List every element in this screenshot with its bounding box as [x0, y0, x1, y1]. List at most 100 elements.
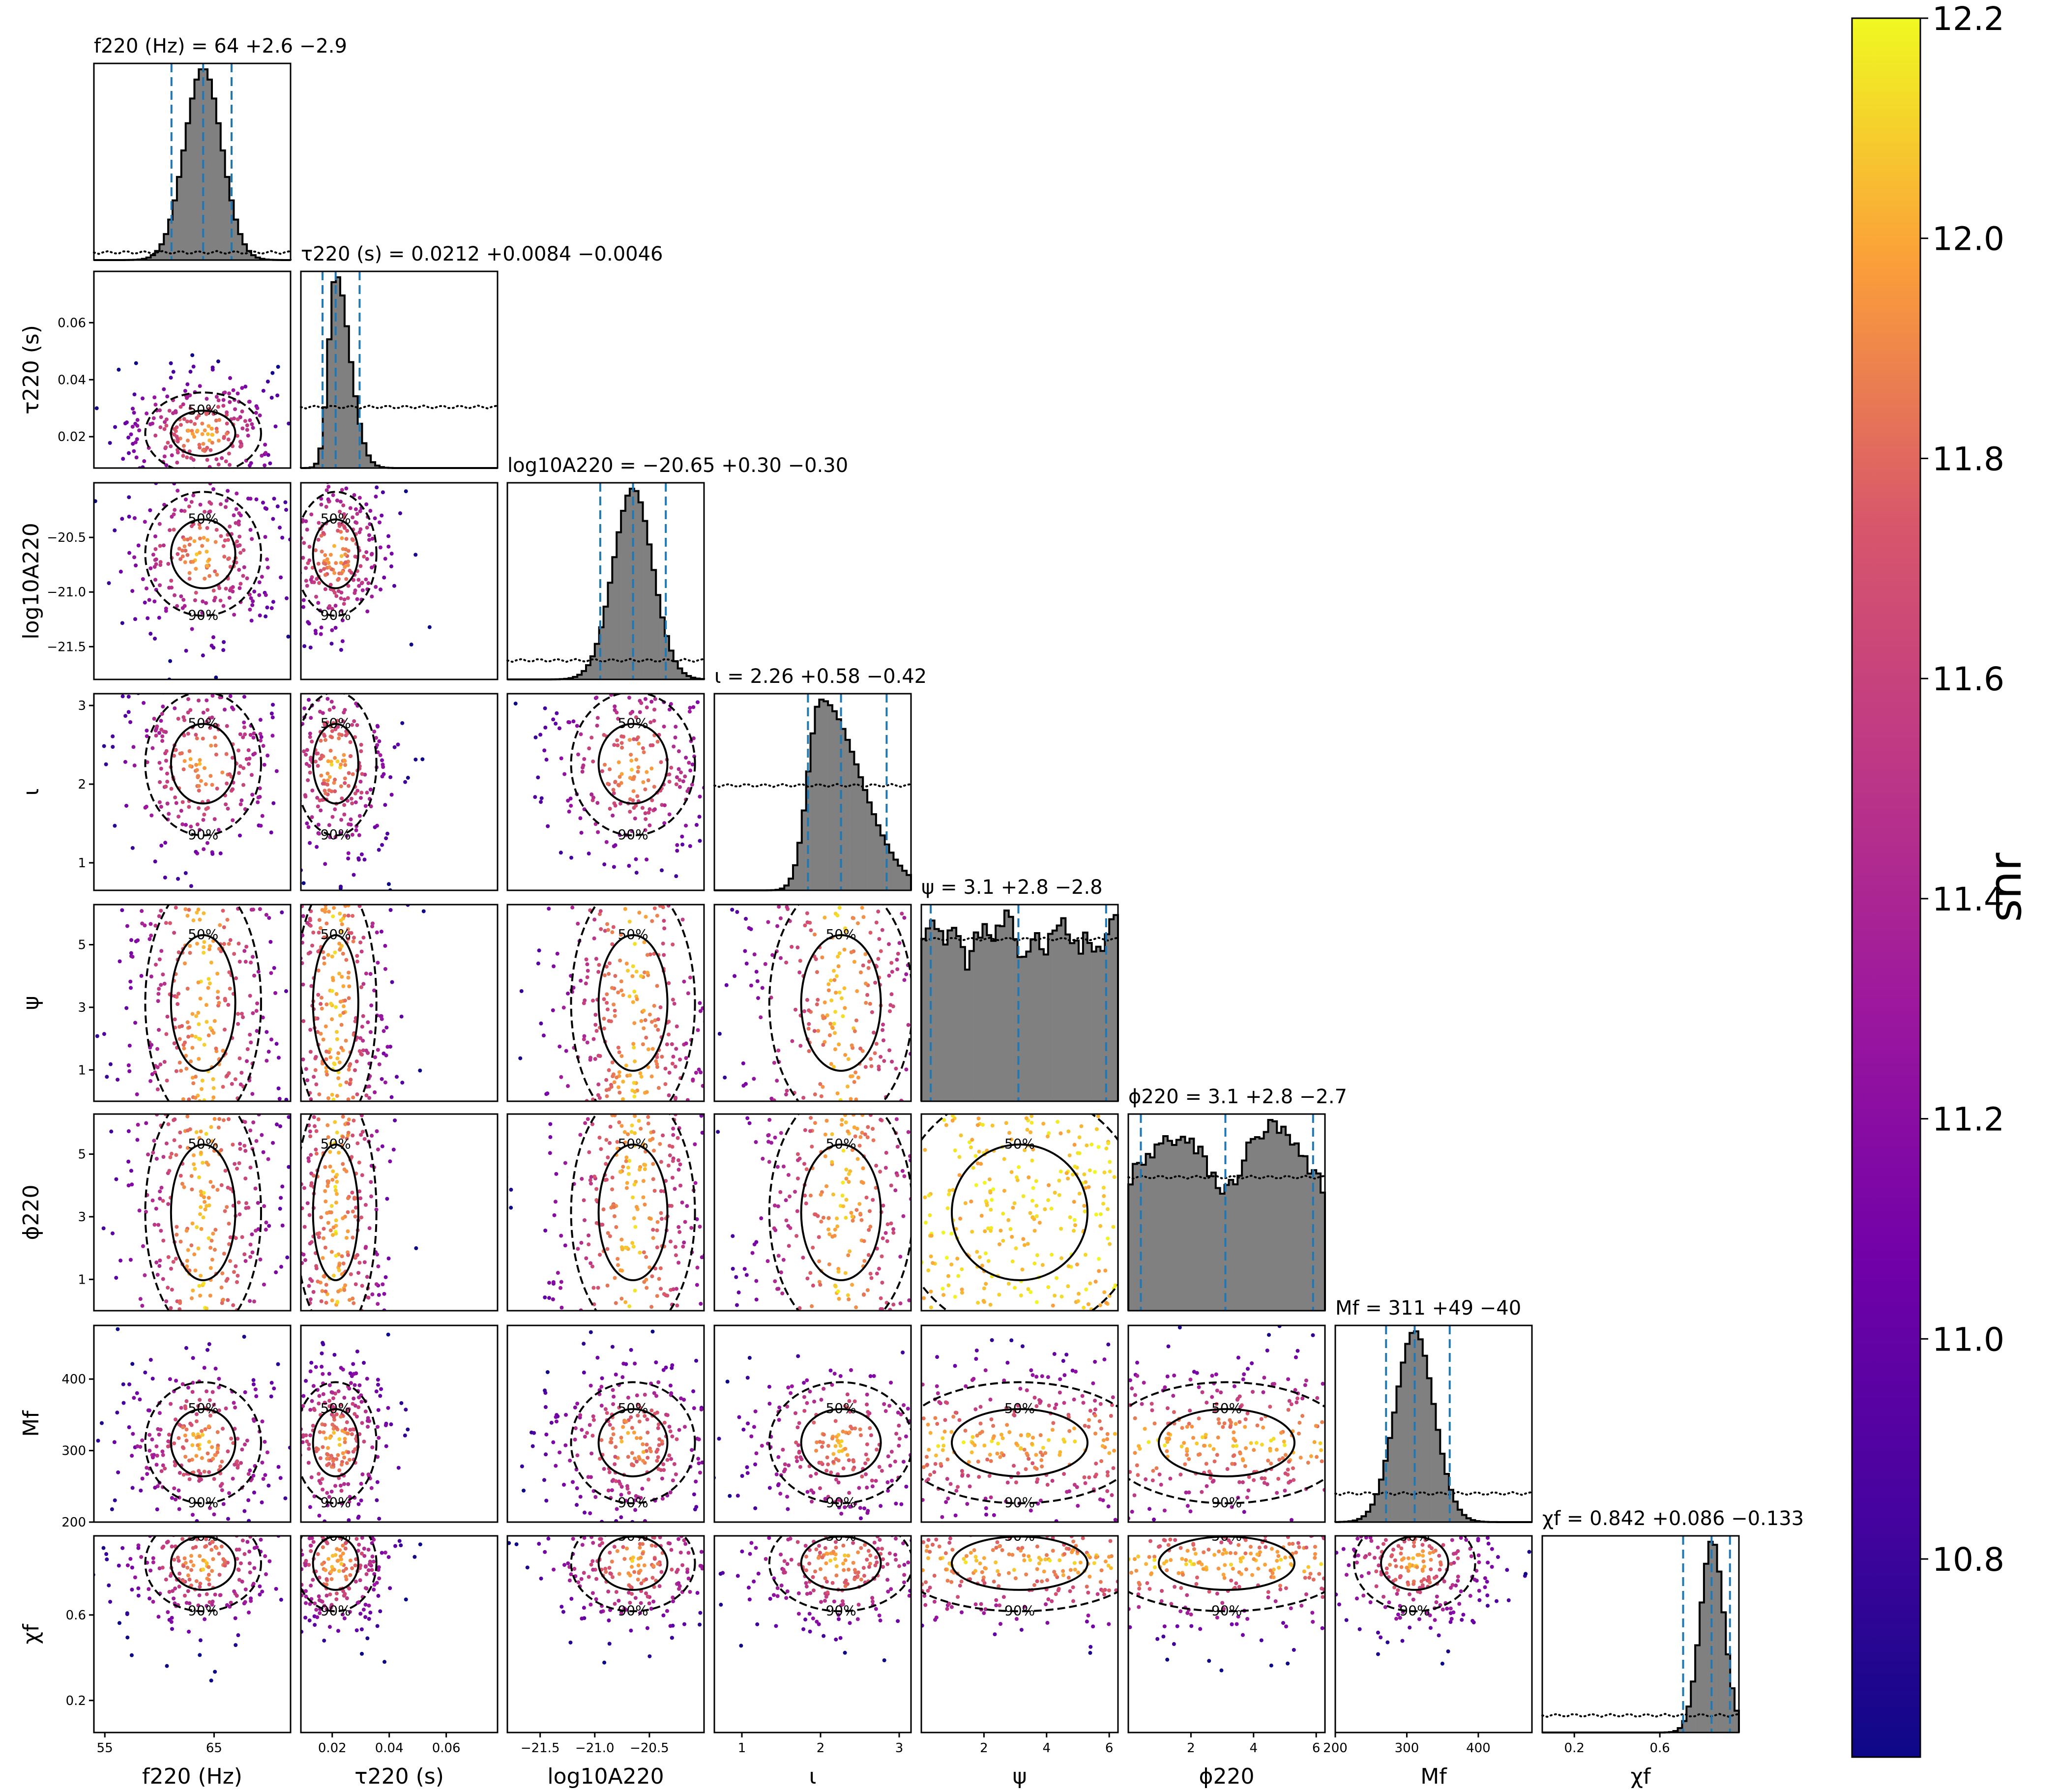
scatter-point: [671, 1055, 676, 1059]
hist-bar: [793, 865, 798, 890]
scatter-point: [168, 1377, 172, 1381]
scatter-point: [355, 959, 359, 964]
scatter-point: [619, 988, 624, 993]
scatter-point: [929, 1290, 933, 1294]
scatter-point: [331, 1463, 336, 1467]
scatter-point: [393, 1118, 397, 1122]
scatter-point: [888, 1009, 892, 1013]
scatter-point: [164, 730, 168, 734]
scatter-point: [643, 787, 647, 792]
scatter-point: [246, 652, 250, 656]
scatter-point: [836, 1266, 841, 1271]
scatter-point: [377, 520, 382, 525]
scatter-point: [323, 791, 328, 795]
scatter-point: [183, 497, 188, 501]
scatter-point: [126, 1183, 131, 1188]
scatter-point: [301, 982, 305, 987]
scatter-point: [188, 1127, 192, 1131]
scatter-point: [617, 1085, 621, 1089]
panel-frame: [713, 693, 912, 891]
contour-label-90: 90%: [825, 1325, 856, 1342]
scatter-point: [108, 441, 112, 445]
contour-90: [921, 1114, 1118, 1311]
scatter-point: [1076, 1299, 1080, 1303]
scatter-point: [674, 782, 678, 787]
scatter-point: [279, 1264, 284, 1269]
scatter-point: [332, 1415, 336, 1419]
scatter-point: [380, 774, 384, 779]
scatter-point: [295, 905, 299, 909]
scatter-point: [643, 1167, 647, 1172]
scatter-point: [182, 733, 186, 737]
scatter-point: [612, 1002, 616, 1007]
scatter-point: [628, 1073, 632, 1078]
hist-bar: [1180, 1137, 1185, 1311]
scatter-point: [889, 1183, 893, 1188]
scatter-point: [184, 1439, 189, 1443]
scatter-point: [330, 607, 334, 611]
hist-bar: [582, 671, 587, 679]
hist-bar: [573, 676, 578, 679]
scatter-point: [843, 926, 848, 931]
hist-bar: [1022, 957, 1027, 1101]
scatter-point: [661, 1133, 665, 1138]
hist-bar: [1370, 1504, 1375, 1522]
scatter-point: [313, 1068, 318, 1072]
scatter-point: [889, 992, 894, 997]
scatter-point: [651, 1228, 655, 1232]
scatter-point: [1064, 1171, 1069, 1175]
scatter-point: [187, 1477, 192, 1481]
scatter-point: [317, 1479, 322, 1483]
scatter-point: [320, 798, 324, 802]
hist-bar: [1128, 1184, 1133, 1311]
scatter-point: [647, 811, 651, 815]
scatter-point: [167, 472, 171, 476]
scatter-point: [242, 1509, 247, 1513]
scatter-point: [360, 1472, 365, 1476]
scatter-point: [182, 1046, 186, 1051]
scatter-point: [357, 1383, 362, 1387]
scatter-point: [779, 1270, 783, 1275]
contour-label-50: 50%: [825, 1136, 856, 1152]
scatter-point: [202, 1366, 206, 1370]
scatter-point: [234, 976, 238, 980]
scatter-point: [418, 1068, 422, 1073]
scatter-point: [785, 905, 789, 909]
scatter-point: [350, 832, 354, 837]
scatter-point: [710, 1027, 714, 1031]
scatter-point: [376, 1382, 381, 1387]
scatter-point: [365, 1275, 369, 1279]
scatter-points: 50%90%: [507, 1114, 704, 1311]
scatter-point: [826, 1227, 831, 1232]
scatter-point: [190, 429, 194, 433]
hist-bar: [1215, 1188, 1220, 1311]
scatter-point: [81, 1424, 85, 1428]
scatter-point: [770, 953, 775, 957]
scatter-point: [205, 397, 209, 401]
scatter-point: [588, 1178, 592, 1182]
hist-bar: [1109, 919, 1114, 1101]
scatter-point: [904, 1067, 909, 1072]
scatter-point: [977, 1149, 981, 1154]
scatter-point: [233, 1405, 237, 1410]
scatter-point: [341, 719, 345, 723]
scatter-point: [380, 758, 384, 763]
scatter-point: [847, 1297, 851, 1301]
scatter-point: [82, 770, 86, 774]
scatter-point: [310, 815, 314, 820]
scatter-point: [946, 1274, 950, 1278]
scatter-point: [269, 1381, 274, 1385]
contour-50: [597, 934, 669, 1072]
scatter-point: [936, 1213, 940, 1217]
scatter-point: [849, 1074, 853, 1079]
scatter-point: [177, 1060, 182, 1065]
scatter-point: [315, 845, 319, 849]
scatter-point: [647, 823, 652, 827]
scatter-point: [833, 1031, 837, 1035]
scatter-points: 50%90%: [717, 905, 911, 1101]
scatter-point: [316, 601, 321, 605]
scatter-point: [228, 694, 233, 699]
scatter-point: [153, 578, 158, 582]
scatter-point: [269, 830, 273, 835]
